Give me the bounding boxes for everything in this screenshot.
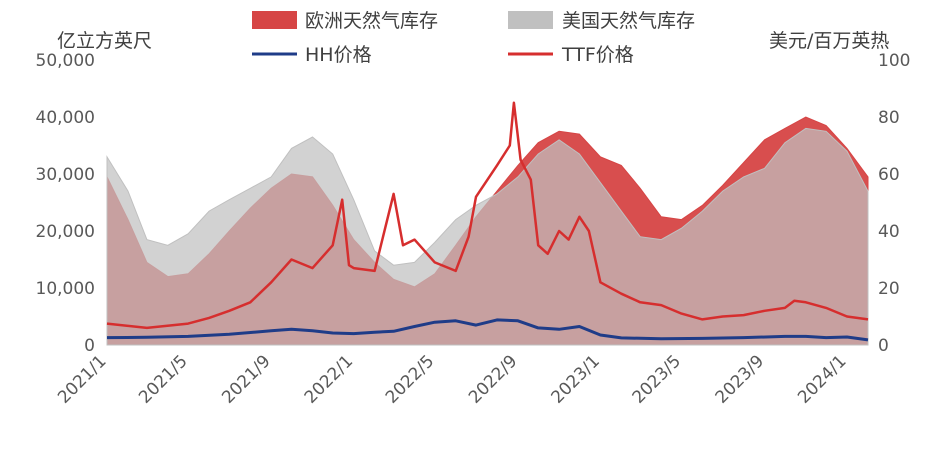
legend-label-us-storage: 美国天然气库存 [562, 10, 695, 32]
legend-label-hh-price: HH价格 [305, 44, 372, 66]
left-axis-ticks: 0 10,000 20,000 30,000 40,000 50,000 [36, 51, 95, 356]
x-axis-ticks: 2021/1 2021/5 2021/9 2022/1 2022/5 2022/9 2023… [54, 351, 850, 407]
area-us-storage [106, 127, 869, 346]
x-tick-label: 2023/1 [547, 351, 603, 407]
right-tick-label: 60 [878, 165, 900, 185]
right-tick-label: 40 [878, 222, 900, 242]
x-tick-label: 2024/1 [794, 351, 850, 407]
right-tick-label: 100 [878, 51, 910, 71]
legend-label-eu-storage: 欧洲天然气库存 [305, 10, 438, 32]
left-tick-label: 10,000 [36, 279, 95, 299]
left-axis-unit: 亿立方英尺 [57, 30, 152, 52]
right-tick-label: 0 [878, 336, 889, 356]
line-hh-price [106, 318, 869, 342]
x-tick-label: 2021/5 [135, 351, 191, 407]
x-tick-label: 2022/5 [382, 351, 438, 407]
left-tick-label: 20,000 [36, 222, 95, 242]
line-ttf-price [106, 101, 869, 330]
left-tick-label: 0 [84, 336, 95, 356]
right-tick-label: 80 [878, 108, 900, 128]
left-tick-label: 30,000 [36, 165, 95, 185]
left-tick-label: 40,000 [36, 108, 95, 128]
legend-label-ttf-price: TTF价格 [561, 44, 634, 66]
left-tick-label: 50,000 [36, 51, 95, 71]
legend: 欧洲天然气库存 美国天然气库存 HH价格 TTF价格 [252, 10, 695, 66]
x-tick-label: 2023/5 [629, 351, 685, 407]
right-tick-label: 20 [878, 279, 900, 299]
x-tick-label: 2021/1 [54, 351, 110, 407]
x-tick-label: 2022/9 [465, 351, 521, 407]
line-layer [106, 101, 869, 342]
x-tick-label: 2023/9 [712, 351, 768, 407]
x-tick-label: 2021/9 [218, 351, 274, 407]
legend-swatch-eu-storage [252, 11, 297, 29]
area-layer [106, 116, 869, 346]
right-axis-unit: 美元/百万英热 [769, 30, 889, 52]
right-axis-ticks: 0 20 40 60 80 100 [878, 51, 910, 356]
legend-swatch-us-storage [508, 11, 553, 29]
x-tick-label: 2022/1 [301, 351, 357, 407]
